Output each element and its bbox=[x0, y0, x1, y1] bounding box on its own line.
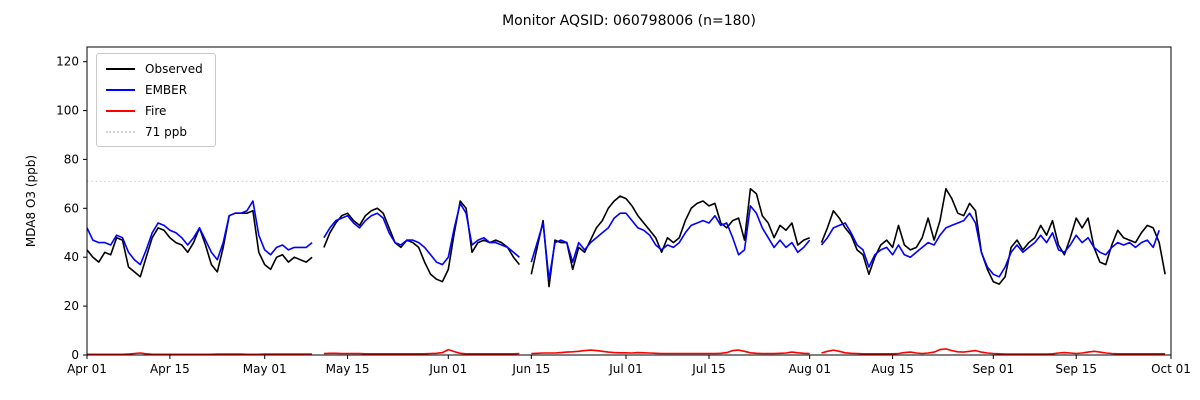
y-tick-label: 60 bbox=[64, 201, 79, 215]
x-tick-label: Sep 15 bbox=[1055, 362, 1097, 376]
x-tick-label: Jul 01 bbox=[608, 362, 643, 376]
chart-title: Monitor AQSID: 060798006 (n=180) bbox=[502, 13, 756, 29]
observed-line bbox=[86, 188, 1166, 288]
legend-item: Fire bbox=[106, 100, 203, 121]
x-tick-label: Aug 15 bbox=[871, 362, 914, 376]
legend-swatch-fire bbox=[106, 109, 135, 112]
x-tick-label: Jun 15 bbox=[511, 362, 550, 376]
y-tick-label: 100 bbox=[56, 104, 79, 118]
x-tick-label: Jul 15 bbox=[691, 362, 726, 376]
y-tick-label: 40 bbox=[64, 250, 79, 264]
x-tick-label: Jun 01 bbox=[428, 362, 467, 376]
legend: Observed EMBER Fire 71 ppb bbox=[96, 53, 216, 147]
legend-label: Observed bbox=[145, 61, 203, 76]
y-tick-label: 20 bbox=[64, 299, 79, 313]
y-tick-label: 80 bbox=[64, 152, 79, 166]
fire-line bbox=[87, 348, 1166, 356]
ember-line bbox=[86, 200, 1160, 280]
x-tick-label: May 15 bbox=[326, 362, 370, 376]
y-tick-label: 120 bbox=[56, 55, 79, 69]
x-tick-label: Aug 01 bbox=[788, 362, 831, 376]
x-tick-label: Oct 01 bbox=[1151, 362, 1191, 376]
x-tick-label: Apr 01 bbox=[67, 362, 107, 376]
y-tick-label: 0 bbox=[71, 348, 79, 362]
legend-label: 71 ppb bbox=[145, 124, 187, 139]
legend-item: 71 ppb bbox=[106, 121, 203, 142]
legend-label: Fire bbox=[145, 103, 167, 118]
x-tick-label: Apr 15 bbox=[150, 362, 190, 376]
legend-swatch-observed bbox=[106, 67, 135, 70]
x-tick-label: Sep 01 bbox=[972, 362, 1014, 376]
legend-item: Observed bbox=[106, 58, 203, 79]
legend-swatch-71-ppb bbox=[106, 130, 135, 133]
legend-label: EMBER bbox=[145, 82, 188, 97]
legend-item: EMBER bbox=[106, 79, 203, 100]
legend-swatch-ember bbox=[106, 88, 135, 91]
plot-border bbox=[86, 46, 1172, 356]
x-tick-label: May 01 bbox=[243, 362, 287, 376]
